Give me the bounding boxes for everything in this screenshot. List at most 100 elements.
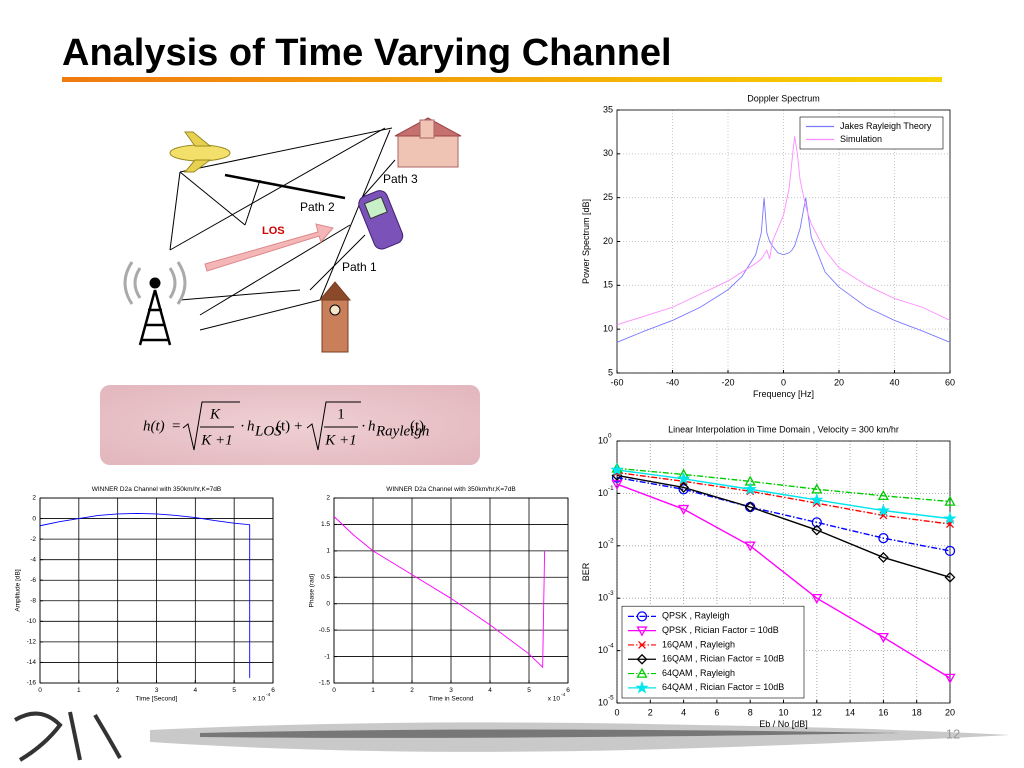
data-point — [678, 484, 689, 495]
y-tick-label: -12 — [27, 639, 37, 646]
data-point — [876, 503, 891, 517]
x-tick-label: 40 — [889, 377, 899, 387]
y-tick-label: -0.5 — [319, 627, 331, 634]
path-label: Path 3 — [383, 172, 418, 186]
y-tick-label: 0 — [32, 515, 36, 522]
x-tick-label: -60 — [610, 377, 623, 387]
x-tick-label: -20 — [721, 377, 734, 387]
x-tick-label: 3 — [155, 687, 159, 694]
chart: 0 1 2 3 4 5 6 -1.5 -1 -0.5 0 0.5 1 1.5 2 WINNER D2a Cha… — [309, 486, 571, 702]
chart: -60 -40 -20 0 20 40 60 5 10 15 20 25 30 35 Doppler Spe… — [581, 93, 955, 399]
legend-label: Simulation — [840, 134, 882, 144]
series-line — [616, 467, 951, 503]
formula-text: Rayleigh — [375, 423, 429, 439]
x-tick-label: 5 — [232, 687, 236, 694]
chart-title: Linear Interpolation in Time Domain , Ve… — [668, 424, 899, 434]
data-point — [811, 524, 823, 536]
plot-frame — [39, 497, 274, 684]
x-tick-label: 18 — [912, 707, 922, 717]
data-point — [676, 471, 691, 485]
x-tick-label: 12 — [812, 707, 822, 717]
y-tick-label: -6 — [30, 577, 36, 584]
data-point — [944, 495, 956, 506]
series-line — [616, 476, 951, 552]
x-tick-label: 8 — [748, 707, 753, 717]
data-point — [811, 517, 822, 528]
formula-text: = — [172, 418, 180, 434]
x-axis-label: Time [Second] — [136, 695, 178, 702]
path-label: Path 2 — [300, 200, 335, 214]
y-tick-label: -16 — [27, 680, 37, 687]
y-tick-exponent: -3 — [608, 590, 614, 597]
y-tick-label: -10 — [27, 618, 37, 625]
x-tick-label: 0 — [38, 687, 42, 694]
formula-text: 1 — [337, 406, 345, 422]
formula-text: + — [294, 418, 302, 434]
x-axis-label: Frequency [Hz] — [753, 389, 814, 399]
x-tick-label: 0 — [781, 377, 786, 387]
sqrt-sign — [182, 401, 240, 451]
x-tick-label: 0 — [614, 707, 619, 717]
legend-label: Jakes Rayleigh Theory — [840, 121, 932, 131]
y-tick-label: 10 — [598, 435, 608, 445]
data-point — [944, 545, 956, 557]
legend-marker — [636, 611, 648, 622]
title-underline — [62, 77, 942, 82]
x-tick-label: 1 — [371, 687, 375, 694]
data-point — [877, 552, 889, 563]
legend-marker — [636, 626, 648, 637]
y-tick-label: -1.5 — [319, 680, 331, 687]
y-tick-label: 10 — [598, 488, 608, 498]
y-tick-label: 30 — [603, 148, 613, 158]
data-point — [744, 541, 756, 552]
x-tick-label: 14 — [845, 707, 855, 717]
formula-text: · — [361, 418, 366, 434]
footer-brush — [13, 711, 1010, 762]
formula-text: h(t) — [143, 418, 165, 434]
y-tick-label: 35 — [603, 104, 613, 114]
formula-text: K +1 — [324, 432, 356, 448]
formula-text: (t) — [276, 418, 290, 434]
y-tick-label: 0 — [326, 600, 330, 607]
chart: 0 1 2 3 4 5 6 -16 -14 -12 -10 -8 -6 -4 -2 0 2 WINNER D2a … — [15, 486, 276, 702]
x-tick-label: 0 — [332, 687, 336, 694]
y-tick-label: 10 — [603, 324, 613, 334]
y-tick-exponent: -2 — [608, 537, 614, 544]
formula: h(t) = K K +1 · h LOS (t) + 1 K +1 · h R… — [143, 401, 429, 451]
y-tick-label: 10 — [598, 540, 608, 550]
channel-diagram — [123, 117, 462, 353]
x-tick-label: 5 — [527, 687, 531, 694]
y-tick-exponent: 0 — [608, 433, 612, 440]
series-line — [616, 136, 951, 326]
x-multiplier-exponent: -4 — [266, 692, 271, 698]
legend-marker — [636, 653, 648, 665]
formula-text: (t) — [410, 418, 424, 434]
legend-label: 16QAM , Rayleigh — [662, 639, 735, 649]
x-tick-label: 2 — [648, 707, 653, 717]
data-point — [677, 504, 690, 516]
legend-label: 16QAM , Rician Factor = 10dB — [662, 654, 784, 664]
y-tick-label: -2 — [30, 536, 36, 543]
x-multiplier-exponent: -4 — [561, 692, 566, 698]
y-tick-label: 10 — [598, 697, 608, 707]
legend-box — [621, 605, 805, 699]
data-point — [878, 532, 889, 544]
legend-label: 64QAM , Rayleigh — [662, 668, 735, 678]
data-point — [811, 483, 823, 494]
legend-marker — [638, 640, 646, 649]
legend-marker — [636, 667, 648, 678]
y-tick-label: -14 — [27, 659, 37, 666]
x-tick-label: 20 — [834, 377, 844, 387]
series-line — [616, 469, 951, 520]
formula-text: h — [247, 418, 255, 434]
legend-box — [799, 116, 944, 150]
y-tick-label: 2 — [32, 495, 36, 502]
y-tick-label: 1.5 — [321, 521, 330, 528]
x-axis-label: Time in Second — [429, 695, 474, 702]
x-tick-label: 6 — [566, 687, 570, 694]
y-axis-label: Power Spectrum [dB] — [581, 199, 591, 284]
x-tick-label: 3 — [449, 687, 453, 694]
path-label: Path 1 — [342, 260, 377, 274]
